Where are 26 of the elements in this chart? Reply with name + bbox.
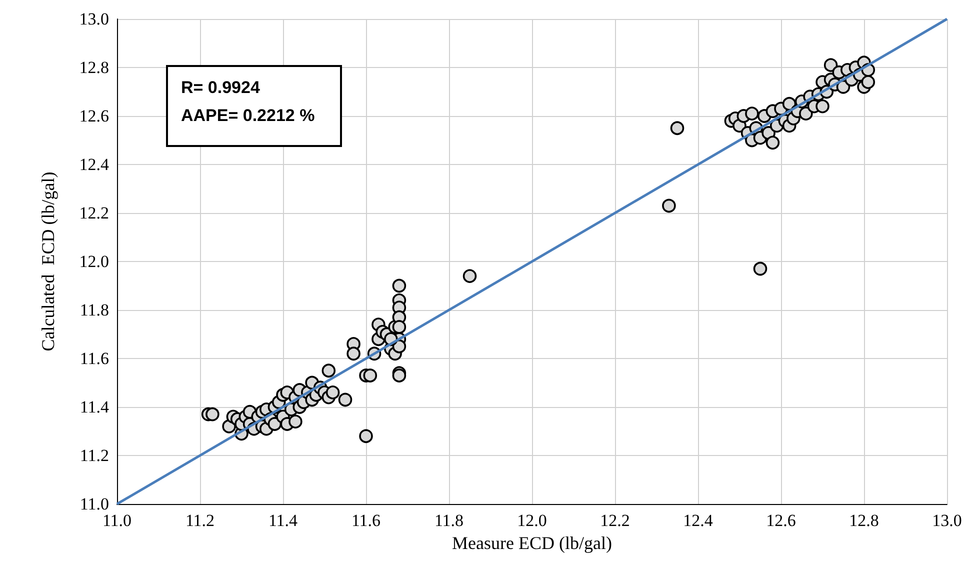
x-tick-label: 12.0 xyxy=(517,511,547,530)
y-axis-title: Calculated ECD (lb/gal) xyxy=(38,172,58,352)
x-tick-label: 12.8 xyxy=(849,511,879,530)
annotation: AAPE= 0.2212 % xyxy=(181,106,315,125)
y-tick-label: 12.8 xyxy=(79,58,109,77)
y-tick-label: 11.6 xyxy=(80,349,109,368)
y-tick-label: 11.0 xyxy=(80,494,109,514)
annotation: R= 0.9924 xyxy=(181,78,260,97)
y-tick-label: 12.4 xyxy=(79,155,110,174)
y-tick-label: 12.6 xyxy=(79,106,109,126)
x-tick-label: 12.4 xyxy=(683,511,714,530)
x-tick-label: 12.2 xyxy=(600,511,630,530)
x-tick-label: 11.2 xyxy=(185,511,215,530)
y-tick-label: 13.0 xyxy=(79,10,109,28)
x-tick-label: 11.6 xyxy=(351,511,381,530)
y-tick-label: 11.8 xyxy=(80,300,109,320)
x-tick-label: 11.0 xyxy=(102,511,132,530)
y-tick-label: 11.4 xyxy=(80,398,110,416)
x-tick-label: 12.6 xyxy=(766,511,796,530)
y-tick-label: 11.2 xyxy=(80,446,109,465)
x-tick-label: 11.4 xyxy=(268,511,298,530)
x-axis-title: Measure ECD (lb/gal) xyxy=(452,532,612,553)
x-tick-label: 11.8 xyxy=(434,511,464,530)
y-tick-label: 12.2 xyxy=(79,204,109,222)
y-tick-label: 12.0 xyxy=(79,252,109,271)
x-tick-label: 13.0 xyxy=(932,511,962,530)
